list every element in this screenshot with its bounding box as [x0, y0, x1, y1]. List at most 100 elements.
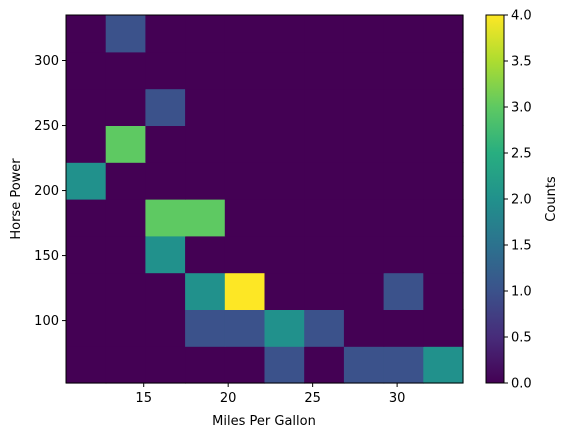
heatmap-cell — [145, 272, 186, 310]
heatmap-cell — [343, 15, 385, 53]
heatmap-cell — [264, 162, 305, 200]
heatmap-cell — [66, 125, 107, 163]
heatmap-cell — [423, 162, 464, 200]
heatmap-cell — [66, 346, 107, 384]
colorbar-tick-label: 0.5 — [511, 331, 532, 346]
heatmap-cell — [343, 272, 385, 310]
heatmap-cell — [185, 125, 226, 163]
heatmap-cell — [66, 199, 107, 237]
heatmap-cell — [105, 125, 146, 163]
heatmap-cell — [343, 235, 385, 274]
y-tick-label: 200 — [34, 184, 59, 199]
heatmap-cell — [383, 15, 424, 53]
heatmap-cell — [105, 88, 146, 126]
heatmap-cell — [423, 88, 464, 126]
y-tick-label: 150 — [34, 249, 59, 264]
heatmap-cell — [264, 15, 305, 53]
heatmap-cell — [383, 51, 424, 90]
heatmap-cell — [423, 272, 464, 310]
heatmap-cell — [66, 162, 107, 200]
heatmap-cell — [264, 199, 305, 237]
x-axis-label: Miles Per Gallon — [212, 414, 316, 429]
heatmap-cell — [224, 235, 266, 274]
heatmap-cell — [145, 88, 186, 126]
plot-frame — [65, 14, 464, 384]
heatmap-cell — [105, 309, 146, 347]
colorbar — [485, 14, 505, 384]
x-tick-label: 15 — [135, 391, 152, 406]
heatmap-cell — [423, 235, 464, 274]
heatmap-cell — [105, 162, 146, 200]
heatmap-cell — [343, 309, 385, 347]
heatmap-cell — [105, 199, 146, 237]
heatmap-cell — [185, 15, 226, 53]
colorbar-tick-label: 2.0 — [511, 193, 532, 208]
y-tick-label: 250 — [34, 119, 59, 134]
x-tick-label: 20 — [220, 391, 237, 406]
heatmap-cell — [66, 272, 107, 310]
colorbar-tick-label: 0.0 — [511, 377, 532, 392]
heatmap-cell — [304, 125, 345, 163]
heatmap-cell — [105, 15, 146, 53]
heatmap-cell — [145, 15, 186, 53]
heatmap-cell — [224, 162, 266, 200]
heatmap-cell — [383, 235, 424, 274]
y-axis-label: Horse Power — [9, 158, 24, 240]
heatmap-cell — [304, 272, 345, 310]
heatmap-cell — [66, 309, 107, 347]
heatmap-cell — [185, 309, 226, 347]
heatmap-cell — [423, 309, 464, 347]
y-axis-ticks: 100 150 200 250 300 — [34, 54, 66, 329]
heatmap-cell — [185, 346, 226, 384]
heatmap-cell — [264, 125, 305, 163]
heatmap-cell — [304, 346, 345, 384]
heatmap-cell — [423, 199, 464, 237]
heatmap-cell — [224, 88, 266, 126]
heatmap-cell — [185, 88, 226, 126]
heatmap-cell — [304, 235, 345, 274]
heatmap-cell — [383, 309, 424, 347]
heatmap-cell — [185, 235, 226, 274]
heatmap-cell — [185, 272, 226, 310]
heatmap-cell — [145, 235, 186, 274]
heatmap-cell — [145, 199, 186, 237]
colorbar-tick-label: 4.0 — [511, 9, 532, 24]
heatmap-cell — [105, 235, 146, 274]
heatmap-cell — [224, 125, 266, 163]
heatmap-cell — [185, 51, 226, 90]
colorbar-ticks: 0.0 0.5 1.0 1.5 2.0 2.5 3.0 3.5 4.0 — [504, 9, 532, 392]
heatmap-cell — [304, 309, 345, 347]
heatmap-cell — [343, 346, 385, 384]
heatmap-cell — [304, 15, 345, 53]
colorbar-tick-label: 1.0 — [511, 285, 532, 300]
heatmap-cell — [423, 51, 464, 90]
heatmap-cell — [224, 15, 266, 53]
heatmap-cell — [343, 199, 385, 237]
heatmap-cell — [145, 51, 186, 90]
heatmap-cell — [304, 199, 345, 237]
heatmap-cell — [383, 346, 424, 384]
heatmap-cell — [304, 88, 345, 126]
colorbar-tick-label: 1.5 — [511, 239, 532, 254]
heatmap-cell — [264, 88, 305, 126]
heatmap-cell — [145, 125, 186, 163]
heatmap-cell — [185, 199, 226, 237]
heatmap-cell — [224, 346, 266, 384]
heatmap-cell — [224, 309, 266, 347]
heatmap-cell — [185, 162, 226, 200]
heatmap-cell — [343, 162, 385, 200]
heatmap-cell — [105, 272, 146, 310]
x-axis-ticks: 15 20 25 30 — [135, 383, 405, 406]
x-tick-label: 25 — [304, 391, 321, 406]
heatmap-cells — [66, 15, 464, 384]
heatmap-cell — [145, 346, 186, 384]
y-tick-label: 100 — [34, 314, 59, 329]
heatmap-cell — [423, 125, 464, 163]
heatmap-cell — [264, 272, 305, 310]
heatmap-cell — [145, 309, 186, 347]
colorbar-tick-label: 3.5 — [511, 55, 532, 70]
heatmap-cell — [66, 15, 107, 53]
heatmap-cell — [343, 51, 385, 90]
heatmap-cell — [304, 162, 345, 200]
